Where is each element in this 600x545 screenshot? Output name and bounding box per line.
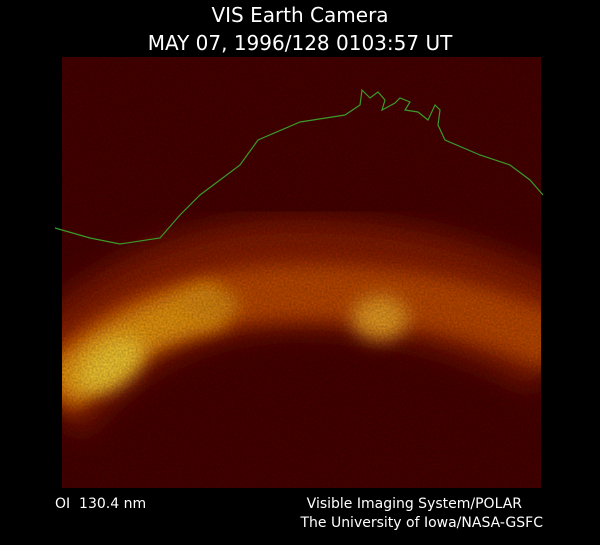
- filter-label: OI 130.4 nm: [55, 496, 146, 512]
- credit-line: The University of Iowa/NASA-GSFC: [299, 515, 543, 531]
- timestamp: MAY 07, 1996/128 0103:57 UT: [148, 31, 453, 55]
- title: VIS Earth Camera: [211, 3, 388, 27]
- camera-image: [62, 57, 541, 488]
- credit-line: Visible Imaging System/POLAR: [307, 496, 523, 512]
- coastline: [54, 88, 544, 245]
